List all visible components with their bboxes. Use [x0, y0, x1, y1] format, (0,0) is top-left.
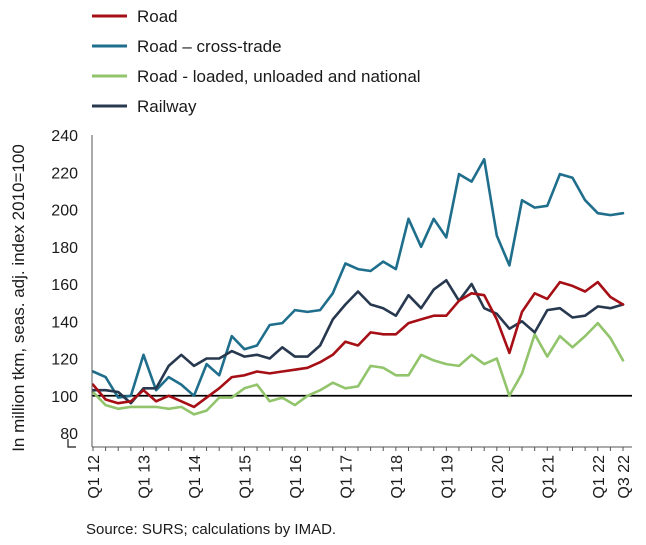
x-tick-label-2: Q1 14 [187, 455, 204, 499]
legend: Road Road – cross-trade Road - loaded, unl… [92, 7, 421, 116]
x-tick-label-10: Q1 22 [591, 455, 608, 499]
x-tick-label-3: Q1 15 [237, 455, 254, 499]
x-tick-label-4: Q1 16 [288, 455, 305, 499]
axis-break-marker [67, 439, 76, 448]
legend-label-3: Railway [137, 97, 197, 116]
series-line-3 [91, 278, 625, 405]
series-line-2 [91, 321, 625, 416]
x-tick-label-6: Q1 18 [389, 455, 406, 499]
y-tick-label-140: 140 [51, 314, 78, 331]
y-tick-label-120: 120 [51, 352, 78, 369]
legend-label-0: Road [137, 7, 178, 26]
legend-label-1: Road – cross-trade [137, 37, 282, 56]
axes: 80 100 120 140 160 180 200 220 240 Q1 12 Q1 13 Q1 1… [51, 128, 633, 499]
y-tick-label-220: 220 [51, 165, 78, 182]
x-tick-label-5: Q1 17 [338, 455, 355, 499]
x-tick-label-0: Q1 12 [86, 455, 103, 499]
x-tick-label-9: Q1 21 [540, 455, 557, 499]
y-tick-label-180: 180 [51, 240, 78, 257]
series-line-1 [91, 157, 625, 399]
y-tick-label-100: 100 [51, 389, 78, 406]
y-tick-label-200: 200 [51, 203, 78, 220]
x-tick-label-8: Q1 20 [490, 455, 507, 499]
x-tick-label-1: Q1 13 [136, 455, 153, 499]
source-note: Source: SURS; calculations by IMAD. [86, 521, 336, 538]
y-tick-label-160: 160 [51, 277, 78, 294]
y-tick-label-80: 80 [60, 426, 78, 443]
x-tick-label-7: Q1 19 [439, 455, 456, 499]
series-layer [91, 157, 625, 416]
legend-label-2: Road - loaded, unloaded and national [137, 67, 421, 86]
y-tick-label-240: 240 [51, 128, 78, 145]
x-tick-label-11: Q3 22 [616, 455, 633, 499]
y-axis-title: In million tkm, seas. adj. index 2010=10… [9, 144, 28, 452]
series-line-0 [91, 280, 625, 409]
